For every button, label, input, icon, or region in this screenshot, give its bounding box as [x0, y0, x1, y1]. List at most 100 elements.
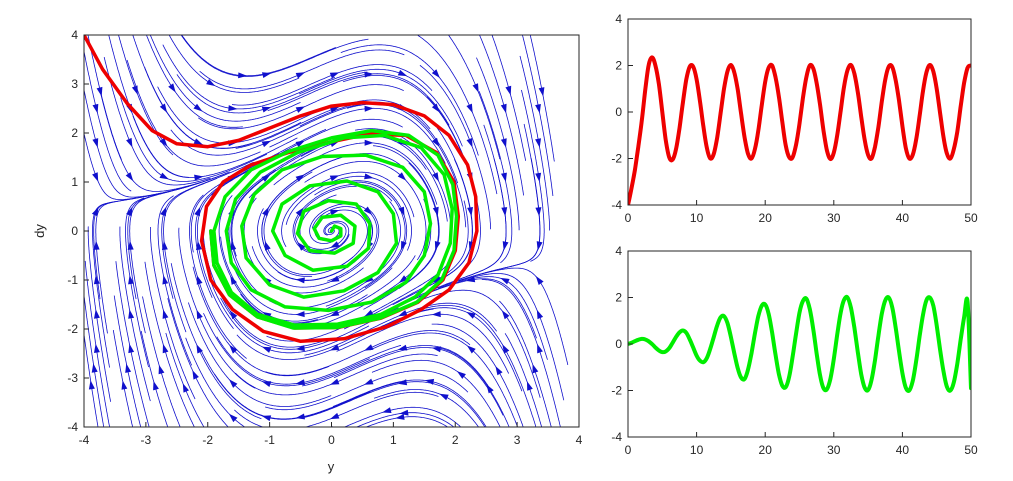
streamline-arrow — [228, 105, 238, 112]
streamline-arrow — [535, 138, 541, 148]
streamline-arrow — [94, 343, 100, 353]
phase-y-tick-label: -4 — [67, 420, 78, 434]
streamline-arrow — [125, 363, 132, 373]
streamline-arrow — [261, 346, 272, 353]
streamline-arrow — [182, 383, 189, 393]
streamline-arrow — [535, 276, 544, 285]
phase-y-tick-label: 2 — [71, 126, 78, 140]
streamline-arrow — [126, 206, 133, 217]
streamline-arrow — [439, 393, 449, 401]
streamline-arrow — [194, 206, 201, 217]
streamline-arrow — [535, 172, 542, 182]
phase-y-tick-label: -1 — [67, 273, 78, 287]
streamline-arrow — [295, 311, 305, 318]
streamline-arrow — [262, 72, 272, 78]
streamline-arrow — [261, 381, 272, 387]
green-y-tick-label: 4 — [615, 244, 622, 258]
streamline-arrow — [537, 343, 543, 354]
streamline-arrow — [92, 103, 99, 114]
streamline-arrow — [501, 207, 508, 217]
streamline-arrow — [500, 277, 510, 285]
streamline-arrow — [397, 172, 407, 181]
streamline-arrow — [329, 209, 340, 216]
green-x-tick-label: 20 — [759, 443, 773, 457]
streamline-arrow — [536, 309, 544, 320]
streamline-arrow — [295, 207, 304, 217]
streamline-arrow — [159, 172, 169, 180]
streamline-arrow — [527, 381, 533, 391]
streamline-arrow — [382, 407, 392, 413]
phase-y-tick-label: 3 — [71, 77, 78, 91]
streamline-arrow — [192, 370, 199, 380]
streamline-arrow — [295, 379, 305, 386]
streamline-arrow — [532, 363, 539, 374]
red-x-tick-label: 0 — [625, 211, 632, 225]
red-y-tick-label: -4 — [611, 198, 622, 212]
streamline-arrow — [363, 206, 373, 215]
streamline-arrow — [295, 106, 306, 113]
streamline-arrow — [364, 378, 374, 385]
streamline-arrow — [92, 138, 99, 148]
red-series-line — [628, 55, 971, 205]
streamline-arrow — [261, 415, 272, 422]
streamline-arrow — [500, 103, 507, 114]
streamline-arrow — [261, 140, 272, 148]
phase-x-ticks: -4 -3 -2 -1 0 1 2 3 4 — [79, 422, 583, 447]
streamline-arrow — [93, 275, 100, 285]
streamline-arrow — [364, 139, 374, 146]
streamline-arrow — [91, 363, 98, 373]
red-y-tick-label: 4 — [615, 12, 622, 26]
streamline-arrow — [535, 207, 542, 217]
streamline-arrow — [228, 413, 238, 423]
streamline-arrow — [128, 343, 135, 354]
phase-x-axis-label: y — [328, 459, 335, 474]
red-y-tick-label: 2 — [615, 59, 622, 73]
streamline-arrow — [128, 309, 135, 319]
streamline-arrow — [467, 207, 473, 217]
streamline-arrow — [424, 378, 435, 385]
phase-x-tick-label: 3 — [514, 433, 521, 447]
red-series — [628, 55, 971, 205]
green-y-tick-label: -4 — [611, 430, 622, 444]
phase-trajectories — [84, 35, 479, 344]
streamline-arrow — [160, 206, 167, 217]
streamline-arrow — [505, 85, 512, 96]
green-series — [628, 294, 971, 393]
streamline-arrow — [162, 343, 169, 354]
phase-y-tick-label: -2 — [67, 322, 78, 336]
red-x-tick-label: 30 — [827, 211, 841, 225]
green-x-tick-label: 40 — [896, 443, 910, 457]
streamline-arrow — [330, 310, 340, 317]
streamline-arrow — [466, 103, 473, 114]
phase-x-tick-label: 1 — [390, 433, 397, 447]
green-x-tick-label: 10 — [690, 443, 704, 457]
streamline-arrow — [297, 242, 306, 251]
phase-y-tick-label: -3 — [67, 371, 78, 385]
streamline-arrow — [196, 240, 202, 251]
phase-x-tick-label: 4 — [576, 433, 583, 447]
streamline-arrow — [162, 275, 169, 285]
streamline-arrow — [121, 380, 128, 390]
streamline-arrow — [229, 310, 238, 320]
streamline-arrow — [398, 310, 408, 317]
streamline-arrow — [431, 311, 441, 318]
streamline-arrow — [431, 346, 442, 353]
phase-y-axis-label: dy — [32, 224, 47, 238]
red-timeseries-panel: 0 10 20 30 40 50 -4 -2 0 2 4 — [611, 12, 978, 225]
streamline-arrow — [194, 174, 204, 181]
green-y-ticks: -4 -2 0 2 4 — [611, 244, 633, 444]
phase-portrait-panel: -4 -3 -2 -1 0 1 2 3 4 -4 -3 -2 -1 0 1 2 3 4 y dy — [32, 28, 583, 474]
red-y-tick-label: -2 — [611, 152, 622, 166]
streamline-arrow — [501, 172, 507, 182]
streamline-arrow — [398, 275, 408, 284]
streamline-arrow — [431, 103, 440, 113]
streamline-arrow — [399, 409, 409, 416]
streamline-arrow — [364, 173, 374, 180]
green-timeseries-panel: 0 10 20 30 40 50 -4 -2 0 2 4 — [611, 244, 978, 457]
red-x-tick-label: 40 — [896, 211, 910, 225]
phase-green-trajectory — [209, 128, 459, 330]
streamline-arrow — [229, 379, 238, 388]
streamline-arrow — [153, 380, 159, 391]
streamline-arrow — [466, 138, 473, 148]
